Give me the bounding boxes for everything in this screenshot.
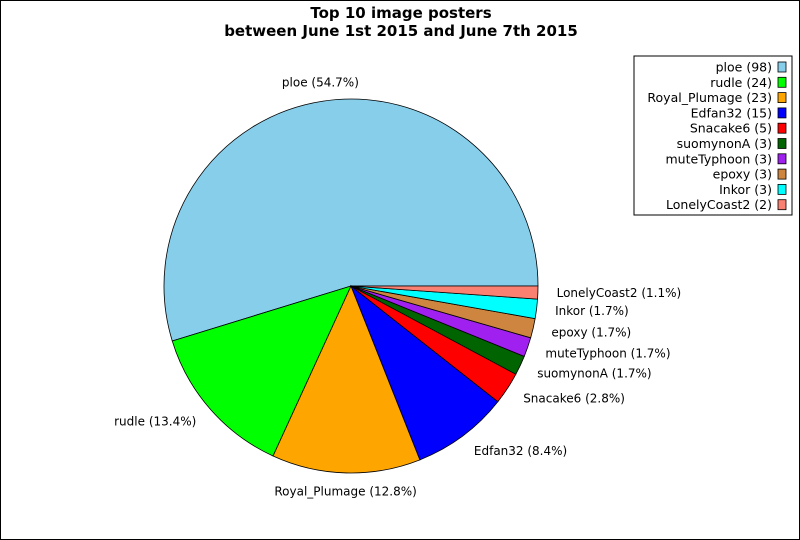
legend-swatch-mutetyphoon [777, 153, 787, 165]
legend-box [633, 55, 793, 216]
slice-label-edfan32: Edfan32 (8.4%) [474, 444, 567, 458]
legend-label-epoxy: epoxy (3) [713, 167, 772, 182]
pie-slices [163, 98, 539, 474]
slice-label-suomynona: suomynonA (1.7%) [537, 366, 651, 380]
slice-label-royal-plumage: Royal_Plumage (12.8%) [274, 485, 416, 499]
pie-slice-royal-plumage [272, 284, 421, 474]
legend-swatch-lonelycoast2 [777, 199, 787, 211]
legend-swatch-rudle [777, 76, 787, 88]
legend-label-rudle: rudle (24) [710, 75, 772, 90]
slice-label-inkor: Inkor (1.7%) [555, 304, 629, 318]
chart-title: Top 10 image posters [310, 4, 491, 22]
pie-slice-lonelycoast2 [350, 285, 539, 300]
legend-label-inkor: Inkor (3) [719, 182, 772, 197]
slice-label-ploe: ploe (54.7%) [282, 76, 359, 90]
legend-swatch-ploe [777, 61, 787, 73]
pie-slice-ploe [163, 98, 539, 342]
slice-label-mutetyphoon: muteTyphoon (1.7%) [545, 346, 670, 360]
legend-label-lonelycoast2: LonelyCoast2 (2) [666, 197, 772, 212]
legend-label-royal-plumage: Royal_Plumage (23) [647, 90, 772, 105]
slice-label-epoxy: epoxy (1.7%) [551, 326, 631, 340]
legend-label-mutetyphoon: muteTyphoon (3) [665, 151, 772, 166]
chart-subtitle: between June 1st 2015 and June 7th 2015 [224, 22, 578, 40]
pie-slice-edfan32 [350, 284, 499, 461]
legend-label-snacake6: Snacake6 (5) [690, 121, 772, 136]
legend-swatch-suomynona [777, 138, 787, 149]
legend-swatch-snacake6 [777, 122, 787, 134]
pie-slice-labels: ploe (54.7%) rudle (13.4%) Royal_Plumage (… [114, 76, 681, 499]
legend-swatch-epoxy [777, 168, 787, 180]
slice-label-rudle: rudle (13.4%) [114, 415, 196, 429]
legend-swatch-inkor [777, 183, 787, 195]
pie-slice-rudle [171, 285, 352, 457]
legend-swatch-edfan32 [777, 107, 787, 119]
legend: ploe (98)rudle (24)Royal_Plumage (23)Edf… [633, 55, 793, 216]
legend-swatch-royal-plumage [777, 92, 787, 103]
slice-label-lonelycoast2: LonelyCoast2 (1.1%) [557, 286, 682, 300]
legend-label-ploe: ploe (98) [716, 60, 772, 75]
legend-label-suomynona: suomynonA (3) [677, 136, 772, 151]
legend-label-edfan32: Edfan32 (15) [691, 105, 772, 120]
slice-label-snacake6: Snacake6 (2.8%) [523, 392, 625, 406]
